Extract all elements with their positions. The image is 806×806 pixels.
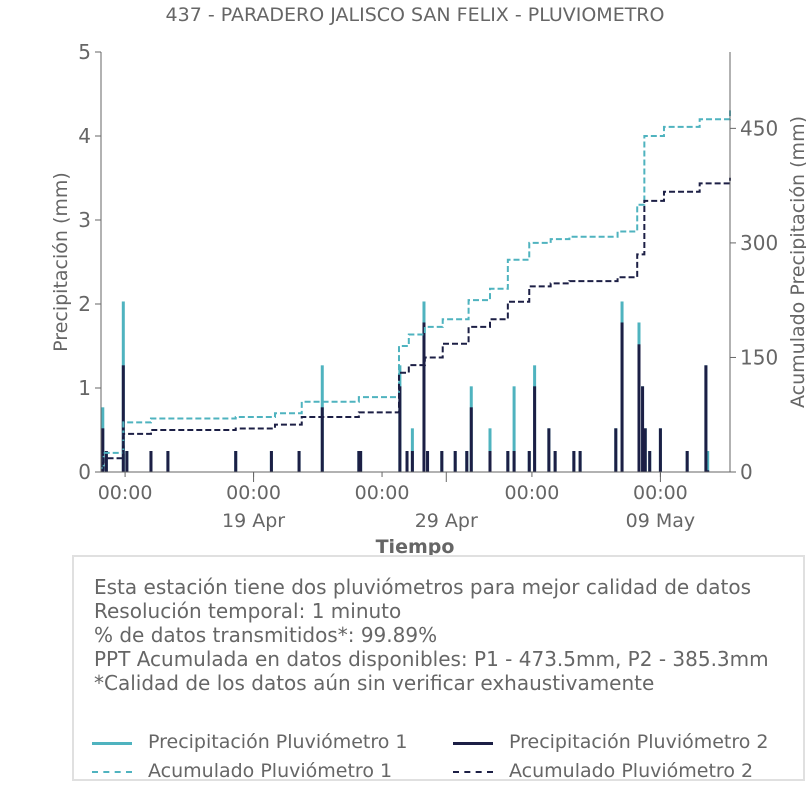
bar-p2 — [527, 451, 531, 472]
x-tick-hour-label: 00:00 — [505, 482, 560, 504]
precipitation-chart: 437 - PARADERO JALISCO SAN FELIX - PLUVI… — [50, 4, 806, 556]
info-line-resolution: Resolución temporal: 1 minuto — [94, 599, 402, 623]
bar-p1 — [488, 428, 492, 472]
left-y-ticks: 0 1 2 3 4 5 — [78, 40, 101, 484]
bar-p2 — [405, 451, 409, 472]
bar-p2 — [234, 451, 238, 472]
bar-p2 — [104, 451, 108, 472]
bar-p2 — [166, 451, 170, 472]
x-tick-hour-label: 00:00 — [98, 482, 153, 504]
bar-p2 — [506, 451, 510, 472]
y-axis-label: Precipitación (mm) — [50, 172, 72, 352]
y2-tick-label: 450 — [740, 116, 778, 140]
bar-p2 — [658, 428, 662, 472]
x-axis-label: Tiempo — [376, 536, 455, 556]
y2-axis-label: Acumulado Precipitación (mm) — [787, 116, 806, 408]
bar-p2 — [469, 407, 473, 472]
info-line-quality-note: *Calidad de los datos aún sin verificar … — [94, 671, 655, 695]
bar-p2 — [357, 451, 361, 472]
bar-p2 — [488, 451, 492, 472]
x-ticks-dates: 19 Apr 29 Apr 09 May — [222, 472, 695, 532]
legend-swatch-cum1 — [92, 771, 132, 773]
x-tick-date-label: 19 Apr — [222, 510, 285, 532]
bar-p2 — [685, 451, 689, 472]
y2-tick-label: 0 — [740, 460, 753, 484]
legend-label-p2: Precipitación Pluviómetro 2 — [509, 731, 769, 753]
bar-p2 — [572, 451, 576, 472]
bars-pluviometro-1 — [101, 301, 710, 472]
bar-p2 — [426, 451, 430, 472]
bars-pluviometro-2 — [101, 322, 710, 472]
bar-p2 — [578, 451, 582, 472]
x-ticks-hours: 00:00 00:00 00:00 00:00 00:00 — [98, 472, 688, 504]
bar-p2 — [706, 470, 710, 472]
bar-p2 — [121, 365, 125, 472]
bar-p2 — [359, 451, 363, 472]
bar-p2 — [648, 451, 652, 472]
chart-title: 437 - PARADERO JALISCO SAN FELIX - PLUVI… — [166, 4, 665, 26]
bar-p2 — [641, 386, 645, 472]
bar-p2 — [637, 344, 641, 472]
y-tick-label: 2 — [78, 292, 91, 316]
x-tick-hour-label: 00:00 — [633, 482, 688, 504]
x-tick-date-label: 09 May — [626, 510, 696, 532]
bar-p2 — [410, 451, 414, 472]
legend-label-cum1: Acumulado Pluviómetro 1 — [148, 760, 393, 782]
bar-p2 — [643, 428, 647, 472]
bar-p2 — [297, 451, 301, 472]
bar-p2 — [422, 322, 426, 472]
info-box: Esta estación tiene dos pluviómetros par… — [72, 555, 805, 782]
legend-swatch-cum2 — [453, 771, 493, 773]
legend-swatch-p2 — [453, 742, 493, 745]
right-y-ticks: 0 150 300 450 — [730, 116, 778, 484]
x-tick-hour-label: 00:00 — [226, 482, 281, 504]
bar-p2 — [125, 451, 129, 472]
bar-p2 — [453, 451, 457, 472]
y2-tick-label: 300 — [740, 231, 778, 255]
bar-p2 — [320, 407, 324, 472]
bar-p2 — [533, 386, 537, 472]
x-tick-hour-label: 00:00 — [355, 482, 410, 504]
legend-label-cum2: Acumulado Pluviómetro 2 — [509, 760, 754, 782]
y-tick-label: 4 — [78, 124, 91, 148]
bar-p2 — [101, 428, 105, 472]
bar-p2 — [149, 451, 153, 472]
cumulative-line-pluviometro-1 — [101, 110, 731, 470]
y2-tick-label: 150 — [740, 345, 778, 369]
bar-p2 — [704, 365, 708, 472]
bar-p2 — [465, 451, 469, 472]
bar-p1 — [512, 386, 516, 472]
bar-p2 — [269, 451, 273, 472]
bar-p2 — [398, 386, 402, 472]
bar-p2 — [512, 451, 516, 472]
legend-label-p1: Precipitación Pluviómetro 1 — [148, 731, 408, 753]
y-tick-label: 5 — [78, 40, 91, 64]
bar-p2 — [553, 451, 557, 472]
bar-p2 — [620, 322, 624, 472]
bar-p1 — [706, 451, 710, 472]
bar-p2 — [440, 451, 444, 472]
bar-p2 — [614, 428, 618, 472]
y-tick-label: 3 — [78, 208, 91, 232]
info-line-data-transmitted: % de datos transmitidos*: 99.89% — [94, 623, 438, 647]
bar-p2 — [547, 428, 551, 472]
legend-swatch-p1 — [92, 742, 132, 745]
x-tick-date-label: 29 Apr — [415, 510, 478, 532]
info-line-dual-gauge: Esta estación tiene dos pluviómetros par… — [94, 575, 752, 599]
y-tick-label: 0 — [78, 460, 91, 484]
cumulative-line-pluviometro-2 — [101, 177, 731, 471]
info-line-accumulated: PPT Acumulada en datos disponibles: P1 -… — [94, 647, 769, 671]
y-tick-label: 1 — [78, 376, 91, 400]
bar-p1 — [410, 428, 414, 472]
